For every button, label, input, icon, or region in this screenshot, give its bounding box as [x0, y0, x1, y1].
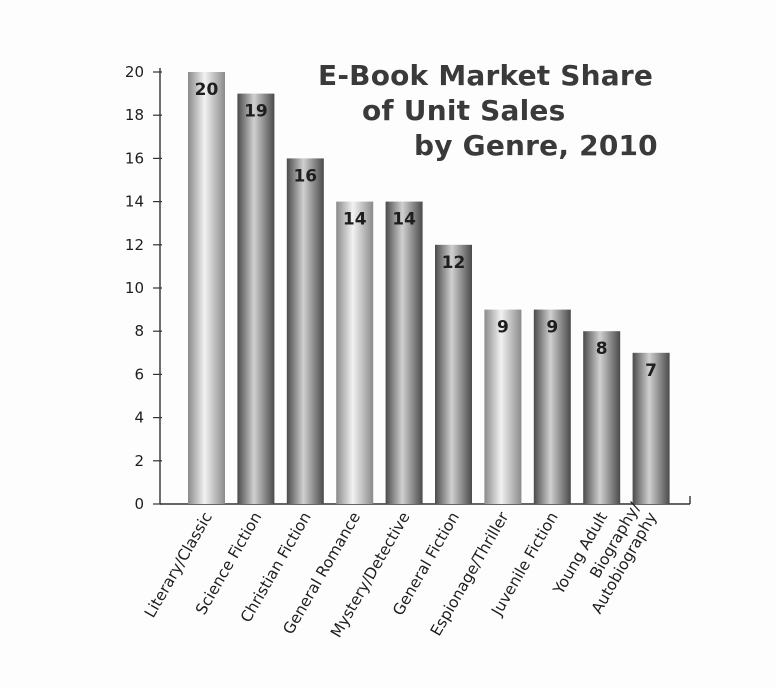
y-tick-label: 4 — [134, 409, 144, 427]
bar-value-label: 14 — [392, 210, 416, 230]
bar-value-label: 16 — [293, 166, 317, 186]
y-tick-label: 16 — [125, 149, 144, 167]
y-tick-label: 18 — [125, 106, 144, 124]
bar-value-label: 9 — [497, 318, 509, 338]
bar — [632, 352, 670, 504]
bar — [286, 158, 324, 504]
bar — [385, 201, 423, 504]
bar-value-label: 9 — [546, 318, 558, 338]
y-tick-label: 10 — [125, 279, 144, 297]
chart-title-line-3: by Genre, 2010 — [414, 129, 658, 162]
y-tick-label: 14 — [125, 193, 144, 211]
y-tick-label: 2 — [134, 452, 144, 470]
bar — [188, 72, 225, 504]
y-tick-label: 20 — [125, 63, 144, 81]
bar-value-label: 8 — [596, 339, 608, 359]
bar-value-label: 19 — [244, 102, 268, 122]
bar-value-label: 12 — [442, 253, 466, 273]
bar-value-label: 14 — [343, 210, 367, 230]
bar — [336, 201, 374, 504]
bar — [237, 93, 275, 504]
bar — [583, 331, 621, 504]
y-tick-label: 6 — [134, 365, 144, 383]
bar — [435, 244, 472, 505]
chart-title-line-1: E-Book Market Share — [318, 59, 654, 92]
y-tick-label: 12 — [125, 236, 144, 254]
chart-title-line-2: of Unit Sales — [362, 94, 566, 127]
y-tick-label: 0 — [134, 495, 144, 513]
bar — [533, 309, 571, 504]
bar-value-label: 7 — [645, 361, 657, 381]
y-tick-label: 8 — [134, 322, 144, 340]
chart-title: E-Book Market Share of Unit Sales by Gen… — [300, 58, 660, 163]
bar-value-label: 20 — [195, 80, 219, 100]
bar — [484, 309, 522, 504]
